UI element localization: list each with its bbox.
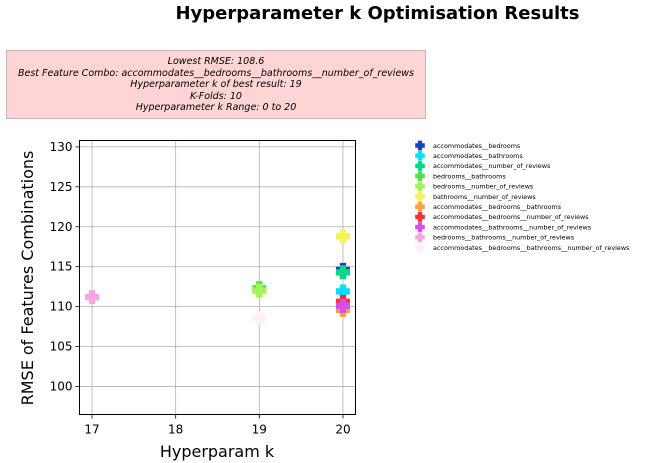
legend-entry-label: accommodates__bedrooms__bathrooms__numbe… xyxy=(433,244,630,252)
legend-entry-label: bedrooms__bathrooms xyxy=(433,172,506,180)
data-point-bedrooms-bathrooms-number-of-reviews xyxy=(85,290,100,305)
legend-entry-label: bathrooms__number_of_reviews xyxy=(433,193,536,201)
data-point-accommodates-bedrooms-bathrooms-number-of-reviews xyxy=(252,310,267,325)
legend-marker xyxy=(415,161,425,171)
legend-marker xyxy=(415,171,425,181)
summary-k-range: Hyperparameter k Range: 0 to 20 xyxy=(135,102,297,114)
results-summary-box: Lowest RMSE: 108.6 Best Feature Combo: a… xyxy=(6,50,426,119)
legend-entry-label: accommodates__bathrooms__number_of_revie… xyxy=(433,223,592,231)
y-tick-label: 130 xyxy=(50,140,73,154)
legend: accommodates__bedrooms accommodates__bath… xyxy=(415,140,630,253)
y-tick-label: 125 xyxy=(50,180,73,194)
legend-marker xyxy=(415,242,425,253)
data-point-bedrooms-number-of-reviews xyxy=(252,283,267,298)
data-point-bathrooms-number-of-reviews xyxy=(335,229,350,244)
legend-entry-label: accommodates__bedrooms__bathrooms xyxy=(433,203,562,211)
data-point-accommodates-number-of-reviews xyxy=(335,265,350,280)
summary-best-feature-combo: Best Feature Combo: accommodates__bedroo… xyxy=(17,67,415,79)
y-axis-label: RMSE of Features Combinations xyxy=(18,151,37,406)
legend-marker xyxy=(415,191,425,202)
legend-entry-label: bedrooms__bathrooms__number_of_reviews xyxy=(433,234,575,242)
axis-ticks: 17 18 19 20 100 105 110 115 120 125 130 xyxy=(50,140,351,437)
y-tick-label: 100 xyxy=(50,380,73,394)
y-tick-label: 105 xyxy=(50,340,73,354)
x-axis-label: Hyperparam k xyxy=(160,442,275,461)
data-point-accommodates-bathrooms-number-of-reviews xyxy=(335,298,350,313)
x-tick-label: 17 xyxy=(84,423,99,437)
y-tick-label: 115 xyxy=(50,260,73,274)
x-tick-label: 18 xyxy=(168,423,183,437)
legend-entry-label: accommodates__bathrooms xyxy=(433,152,523,160)
x-tick-label: 20 xyxy=(335,423,350,437)
summary-k-folds: K-Folds: 10 xyxy=(190,90,242,102)
legend-entry-label: accommodates__bedrooms xyxy=(433,142,521,150)
summary-lowest-rmse: Lowest RMSE: 108.6 xyxy=(167,56,265,67)
legend-entry-label: accommodates__number_of_reviews xyxy=(433,162,551,170)
legend-marker xyxy=(415,232,425,243)
legend-marker xyxy=(415,150,425,161)
data-point-accommodates-bathrooms xyxy=(335,284,350,299)
legend-marker xyxy=(415,222,425,232)
plot-frame xyxy=(79,140,356,415)
legend-marker xyxy=(415,181,425,192)
legend-entry-label: bedrooms__number_of_reviews xyxy=(433,183,534,191)
legend-entry-label: accommodates__bedrooms__number_of_review… xyxy=(433,213,589,221)
y-tick-label: 120 xyxy=(50,220,73,234)
summary-best-k: Hyperparameter k of best result: 19 xyxy=(130,79,302,91)
y-tick-label: 110 xyxy=(50,300,73,314)
legend-marker xyxy=(415,212,425,222)
chart-title: Hyperparameter k Optimisation Results xyxy=(175,3,580,24)
legend-marker xyxy=(415,140,425,151)
x-tick-label: 19 xyxy=(252,423,267,437)
data-points xyxy=(85,229,350,325)
legend-marker xyxy=(415,201,425,212)
grid-lines xyxy=(79,140,356,415)
